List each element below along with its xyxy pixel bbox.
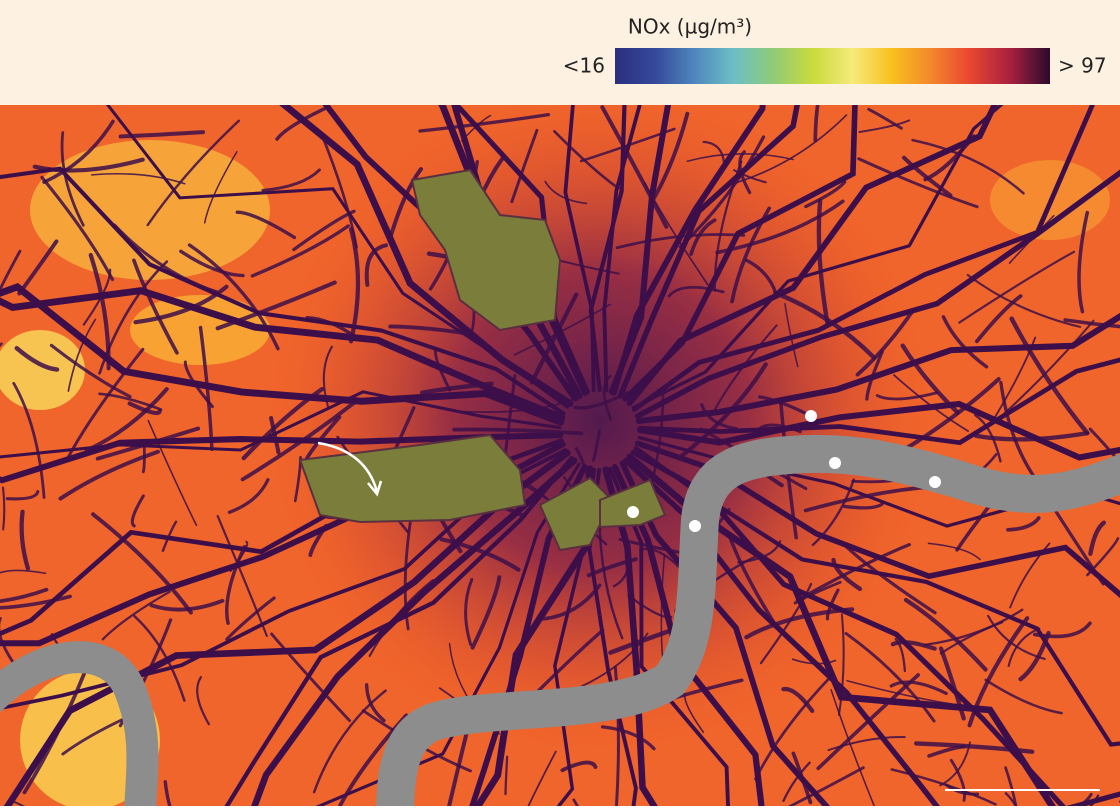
colorbar [615, 48, 1050, 84]
legend-min: <16 [563, 54, 605, 78]
street [3, 488, 4, 530]
legend-title: NOx (µg/m³) [628, 15, 752, 39]
legend-max: > 97 [1058, 54, 1107, 78]
